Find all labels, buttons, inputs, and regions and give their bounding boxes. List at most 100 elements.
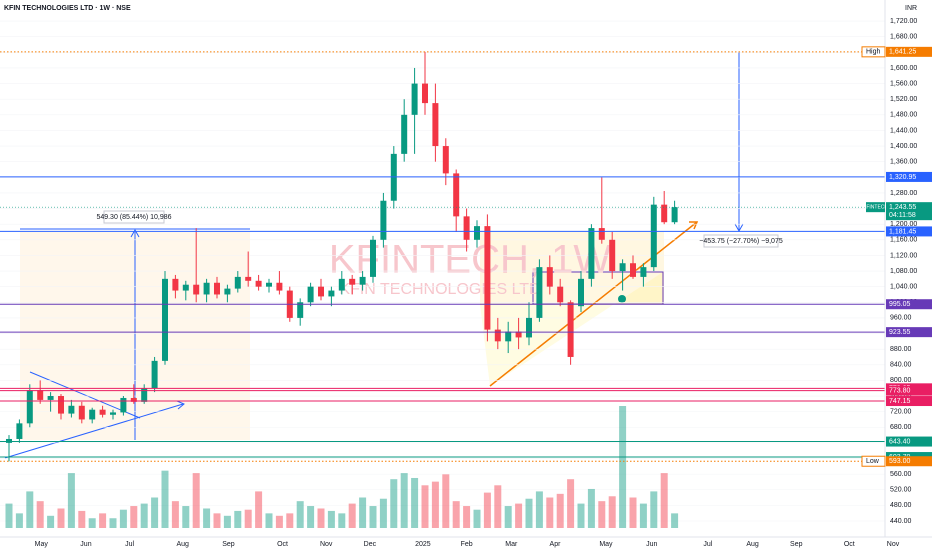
marker (618, 295, 626, 303)
volume-bar (598, 501, 606, 528)
last-price-name: KFINTECH (863, 204, 888, 210)
volume-bar (359, 497, 367, 528)
candle-body (453, 173, 460, 217)
candle-body (161, 278, 168, 361)
volume-bar (255, 491, 263, 528)
arrow-head (130, 228, 140, 238)
y-tick-label: 1,160.00 (890, 237, 917, 244)
candle-body (359, 276, 366, 285)
x-tick-label: Aug (746, 541, 759, 548)
candle-body (598, 228, 605, 240)
volume-bar (650, 491, 658, 528)
candle-body (525, 317, 532, 338)
candle-body (640, 267, 647, 277)
y-tick-label: 1,040.00 (890, 284, 917, 291)
volume-bar (182, 506, 190, 528)
volume-bar (556, 493, 564, 528)
candle-body (193, 284, 200, 295)
candle-body (68, 405, 75, 414)
y-tick-label: 1,280.00 (890, 190, 917, 197)
candle-body (245, 276, 252, 281)
volume-bar (390, 479, 398, 528)
candle-body (151, 360, 158, 389)
volume-bar (307, 506, 315, 528)
volume-bar (483, 492, 491, 528)
arrow-head (689, 221, 699, 230)
annotation: −453.75 (−27.70%) −9,075 (699, 238, 783, 245)
x-tick-label: Apr (550, 541, 562, 548)
candle-body (557, 286, 564, 303)
candle-body (442, 146, 449, 174)
candle-body (546, 267, 553, 287)
volume-bar (671, 513, 679, 528)
volume-bar (203, 508, 211, 528)
candle-body (661, 204, 668, 223)
annotation: 549.30 (85.44%) 10,986 (96, 214, 171, 221)
candle-body (401, 114, 408, 154)
candle-body (650, 204, 657, 268)
candle-body (307, 286, 314, 303)
level-label: 995.05 (889, 301, 911, 308)
candle-body (182, 284, 189, 291)
y-tick-label: 1,200.00 (890, 221, 917, 228)
x-tick-label: Jul (703, 541, 712, 548)
candle-body (494, 329, 501, 342)
chart-title: KFIN TECHNOLOGIES LTD · 1W · NSE (4, 5, 131, 12)
y-tick-label: 560.00 (890, 471, 912, 478)
last-price-bg (886, 202, 932, 221)
candle-body (57, 396, 64, 414)
volume-bar (15, 513, 23, 528)
axis-layer: 440.00480.00520.00560.00600.00640.00680.… (35, 18, 932, 548)
x-tick-label: Jun (80, 541, 91, 548)
candle-body (609, 239, 616, 272)
volume-bar (619, 406, 627, 528)
candle-body (78, 405, 85, 420)
y-tick-label: 680.00 (890, 424, 912, 431)
volume-bar (338, 513, 346, 528)
candle-body (89, 409, 96, 420)
y-tick-label: 1,680.00 (890, 34, 917, 41)
x-tick-label: Aug (176, 541, 189, 548)
level-label: 1,641.25 (889, 49, 916, 56)
volume-bar (400, 473, 408, 528)
y-tick-label: 440.00 (890, 518, 912, 525)
volume-bar (608, 496, 616, 528)
volume-bar (587, 488, 595, 528)
candle-body (473, 226, 480, 240)
volume-bar (535, 491, 543, 528)
candle-body (265, 282, 272, 287)
volume-bar (629, 497, 637, 528)
x-tick-label: Nov (320, 541, 333, 548)
volume-bar (411, 477, 419, 528)
volume-bar (494, 485, 502, 528)
volume-bar (140, 503, 148, 528)
level-label: 747.15 (889, 398, 911, 405)
volume-bar (452, 501, 460, 528)
y-tick-label: 520.00 (890, 487, 912, 494)
volume-bar (473, 509, 481, 528)
level-label-bg (886, 396, 932, 407)
candle-body (369, 239, 376, 277)
y-tick-label: 1,560.00 (890, 80, 917, 87)
y-tick-label: 840.00 (890, 362, 912, 369)
candle-body (515, 331, 522, 338)
candle-body (26, 390, 33, 424)
candle-body (671, 207, 678, 223)
y-tick-label: 880.00 (890, 346, 912, 353)
candle-body (484, 226, 491, 330)
volume-bar (504, 506, 512, 528)
candle-body (349, 278, 356, 285)
level-label-bg (886, 171, 932, 182)
volume-bar (463, 506, 471, 528)
volume-bar (348, 503, 356, 528)
candle-body (16, 423, 23, 439)
candle-body (213, 282, 220, 295)
candle-body (297, 302, 304, 318)
x-tick-label: Dec (364, 541, 377, 548)
volume-bar (47, 515, 55, 528)
x-tick-label: May (35, 541, 49, 548)
candle-body (141, 388, 148, 402)
candle-body (109, 412, 116, 415)
y-tick-label: 1,080.00 (890, 268, 917, 275)
